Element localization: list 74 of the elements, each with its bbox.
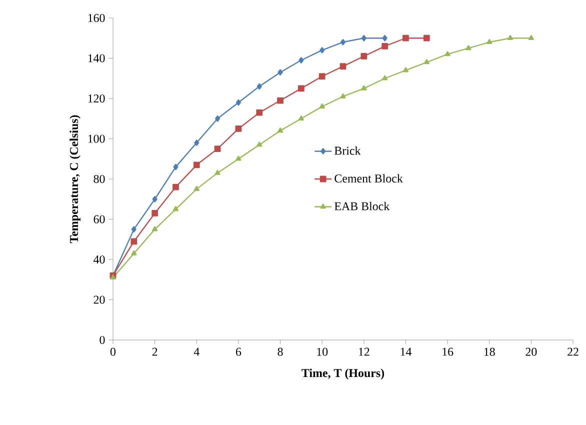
y-axis-title: Temperature, C (Celsius) [70, 115, 80, 244]
point [214, 146, 221, 152]
legend-label: Brick [334, 146, 361, 155]
x-tick-label: 22 [568, 348, 578, 356]
point [152, 226, 158, 232]
y-tick-label: 140 [88, 54, 105, 62]
point [194, 186, 200, 191]
y-tick-label: 120 [88, 94, 105, 103]
point [444, 51, 450, 56]
point [340, 38, 346, 46]
point [507, 34, 514, 40]
point [173, 164, 178, 170]
point [320, 47, 325, 54]
point [402, 67, 409, 72]
point [278, 69, 283, 76]
point [382, 42, 388, 50]
y-tick-label: 100 [88, 134, 105, 143]
y-tick-label: 40 [94, 255, 105, 264]
point [361, 85, 367, 90]
point [131, 250, 137, 256]
point [131, 226, 136, 232]
point [256, 142, 262, 147]
point [172, 206, 179, 212]
point [486, 38, 492, 44]
point [277, 97, 284, 104]
x-tick-label: 14 [400, 348, 412, 356]
x-tick-label: 16 [442, 348, 454, 356]
point [214, 170, 220, 175]
point [236, 156, 242, 161]
point [340, 93, 346, 98]
x-tick-label: 10 [317, 348, 328, 356]
point [361, 34, 366, 42]
point [298, 85, 304, 92]
point [130, 238, 138, 245]
point [236, 99, 241, 106]
x-tick-label: 18 [484, 348, 495, 356]
x-tick-label: 2 [152, 348, 158, 356]
point [194, 140, 200, 146]
point [256, 109, 263, 116]
point [298, 115, 304, 121]
point [172, 184, 179, 190]
y-tick-label: 160 [88, 14, 105, 22]
y-tick-label: 60 [94, 215, 105, 224]
point [424, 59, 430, 64]
point [318, 73, 326, 80]
x-tick-label: 4 [194, 348, 200, 356]
x-tick-label: 20 [526, 348, 537, 356]
point [528, 34, 534, 40]
x-tick-label: 12 [358, 348, 370, 356]
legend-label: EAB Block [334, 202, 390, 210]
point [360, 53, 368, 60]
point [466, 44, 472, 50]
point [193, 162, 200, 168]
legend-label: Cement Block [334, 174, 403, 183]
point [298, 57, 304, 64]
x-axis-title: Time, T (Hours) [302, 368, 384, 380]
point [382, 75, 388, 80]
point [215, 115, 220, 122]
y-tick-label: 80 [94, 174, 105, 184]
point [152, 210, 158, 216]
point [423, 34, 430, 42]
x-tick-label: 0 [110, 348, 116, 356]
point [319, 103, 325, 108]
point [235, 125, 242, 132]
point [277, 128, 284, 133]
y-tick-label: 0 [100, 336, 105, 344]
point [152, 196, 158, 202]
point [256, 83, 262, 90]
x-tick-label: 8 [278, 348, 283, 356]
y-tick-label: 20 [94, 296, 105, 304]
point [340, 63, 346, 70]
x-tick-label: 6 [236, 348, 242, 356]
point [382, 34, 388, 42]
point [402, 34, 409, 42]
